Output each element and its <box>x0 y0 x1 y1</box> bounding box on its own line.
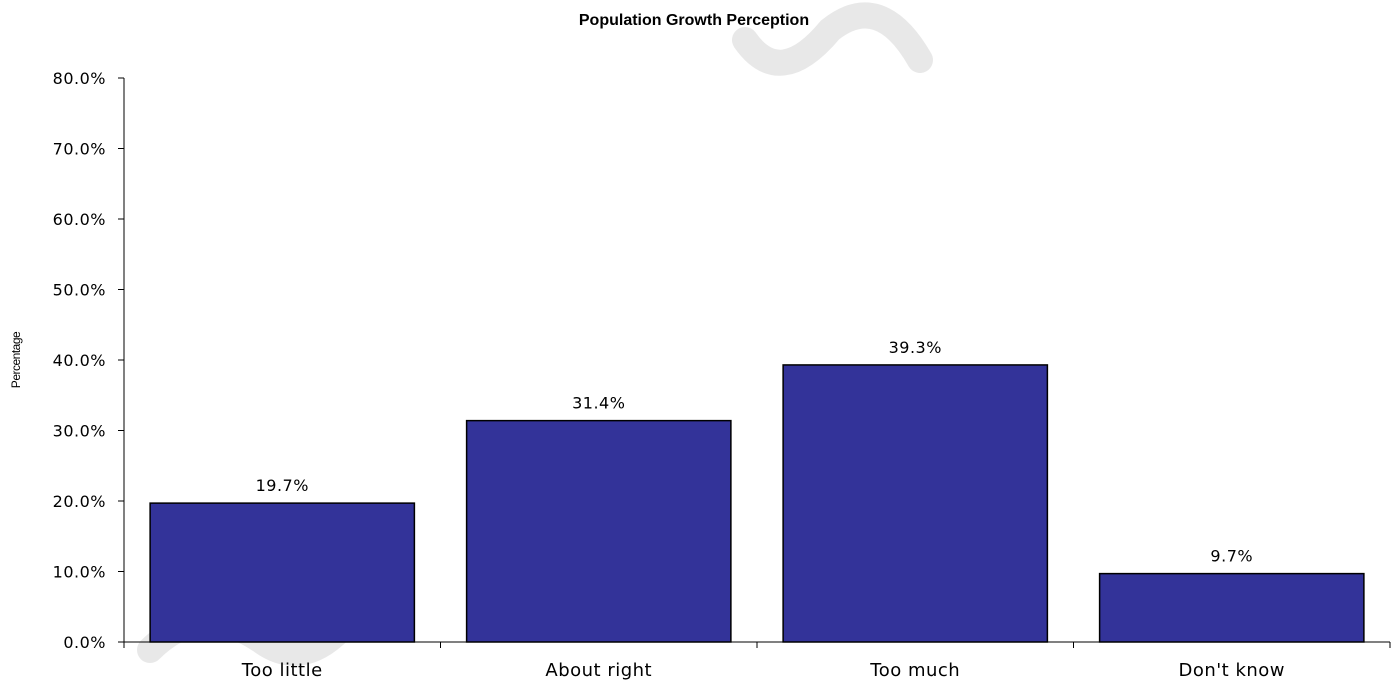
bars-group <box>149 364 1365 643</box>
y-tick-label: 40.0% <box>53 351 106 370</box>
data-label: 19.7% <box>256 476 309 495</box>
y-axis-label: Percentage <box>9 331 23 388</box>
y-tick-label: 0.0% <box>63 633 106 652</box>
x-tick-label: Don't know <box>1178 660 1285 680</box>
data-label: 9.7% <box>1210 547 1253 566</box>
y-tick-label: 20.0% <box>53 492 106 511</box>
bar <box>782 364 1049 643</box>
x-tick-label: Too much <box>869 660 960 680</box>
y-tick-label: 80.0% <box>53 69 106 88</box>
y-tick-label: 50.0% <box>53 281 106 300</box>
x-tick-label: Too little <box>241 660 323 680</box>
y-tick-label: 10.0% <box>53 563 106 582</box>
y-axis: 0.0% 10.0% 20.0% 30.0% 40.0% 50.0% 60.0% 70.0% 8… <box>53 69 125 652</box>
data-label: 31.4% <box>572 394 625 413</box>
x-tick-label: About right <box>545 660 652 680</box>
data-label: 39.3% <box>889 338 942 357</box>
bar <box>1098 572 1365 643</box>
chart-title: Population Growth Perception <box>579 12 809 29</box>
bar <box>465 419 732 643</box>
y-tick-label: 70.0% <box>53 140 106 159</box>
bar <box>149 502 416 643</box>
y-tick-label: 60.0% <box>53 210 106 229</box>
y-tick-label: 30.0% <box>53 422 106 441</box>
data-labels-group: 19.7% 31.4% 39.3% 9.7% <box>256 338 1253 566</box>
